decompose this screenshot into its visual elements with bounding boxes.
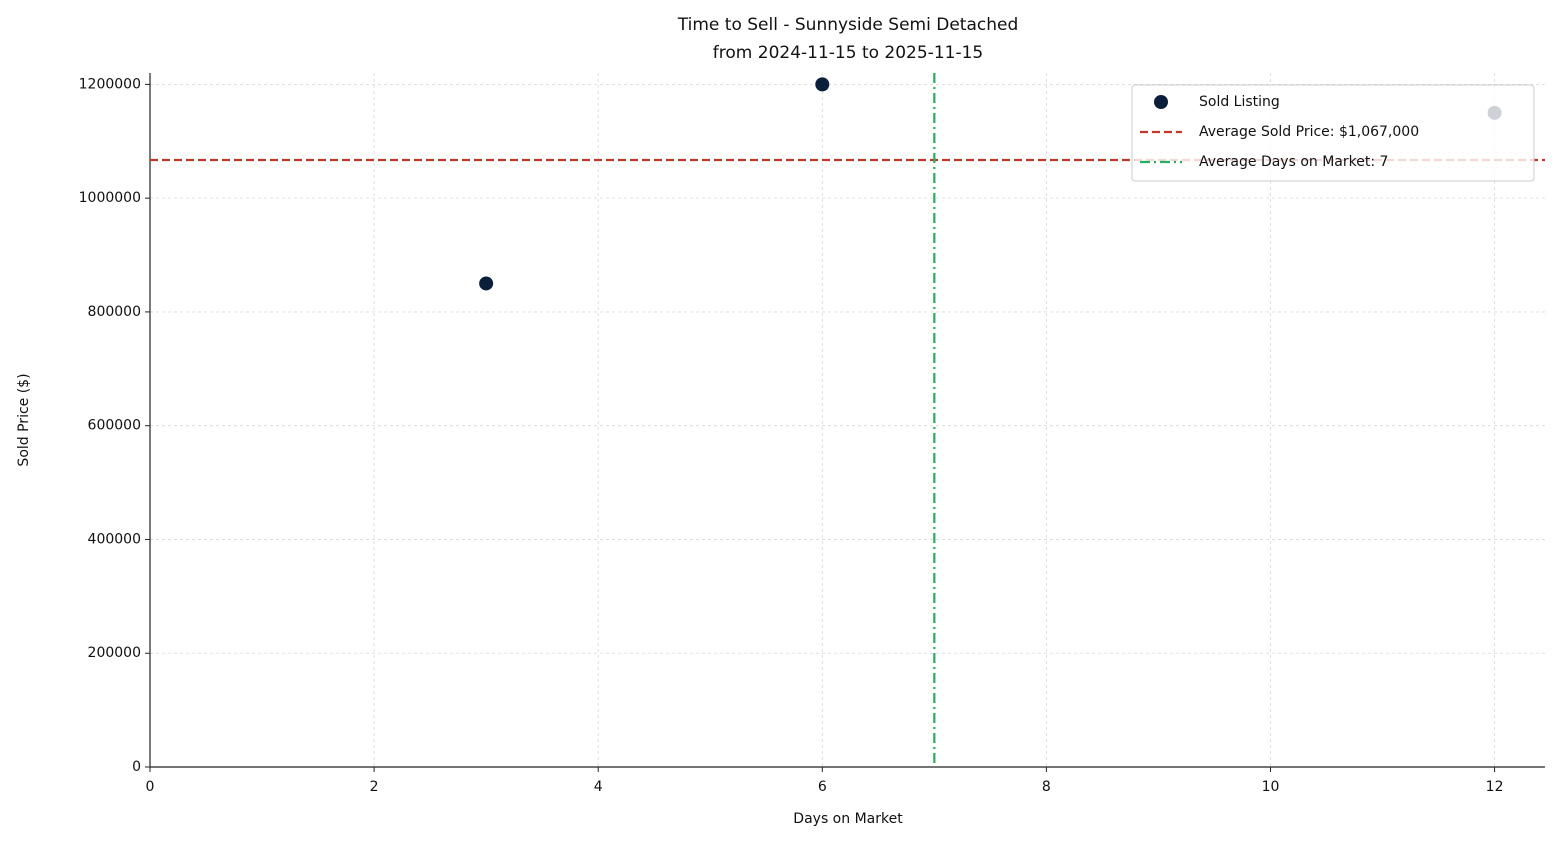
x-tick-label: 10 (1262, 779, 1280, 795)
chart-title: Time to Sell - Sunnyside Semi Detached (677, 15, 1018, 35)
legend-marker (1154, 95, 1168, 109)
x-axis-title: Days on Market (793, 811, 903, 827)
legend-box (1131, 84, 1535, 182)
x-tick-label: 6 (818, 779, 827, 795)
y-tick-label: 800000 (88, 304, 141, 320)
x-tick-label: 4 (594, 779, 603, 795)
y-tick-label: 1000000 (79, 190, 141, 206)
y-axis-title: Sold Price ($) (16, 373, 32, 466)
y-tick-label: 600000 (88, 418, 141, 434)
y-tick-label: 0 (132, 759, 141, 775)
y-tick-label: 1200000 (79, 76, 141, 92)
legend-label: Average Days on Market: 7 (1199, 154, 1388, 170)
legend-label: Sold Listing (1199, 94, 1280, 110)
x-tick-label: 0 (146, 779, 155, 795)
y-tick-label: 200000 (88, 645, 141, 661)
x-tick-label: 12 (1486, 779, 1504, 795)
x-tick-label: 8 (1042, 779, 1051, 795)
legend-label: Average Sold Price: $1,067,000 (1199, 124, 1419, 140)
point (479, 276, 494, 291)
point (815, 77, 830, 92)
y-tick-label: 400000 (88, 531, 141, 547)
x-tick-label: 2 (370, 779, 379, 795)
legend: Sold Listing Average Sold Price: $1,067,0… (1131, 84, 1535, 182)
chart-subtitle: from 2024-11-15 to 2025-11-15 (713, 43, 983, 63)
